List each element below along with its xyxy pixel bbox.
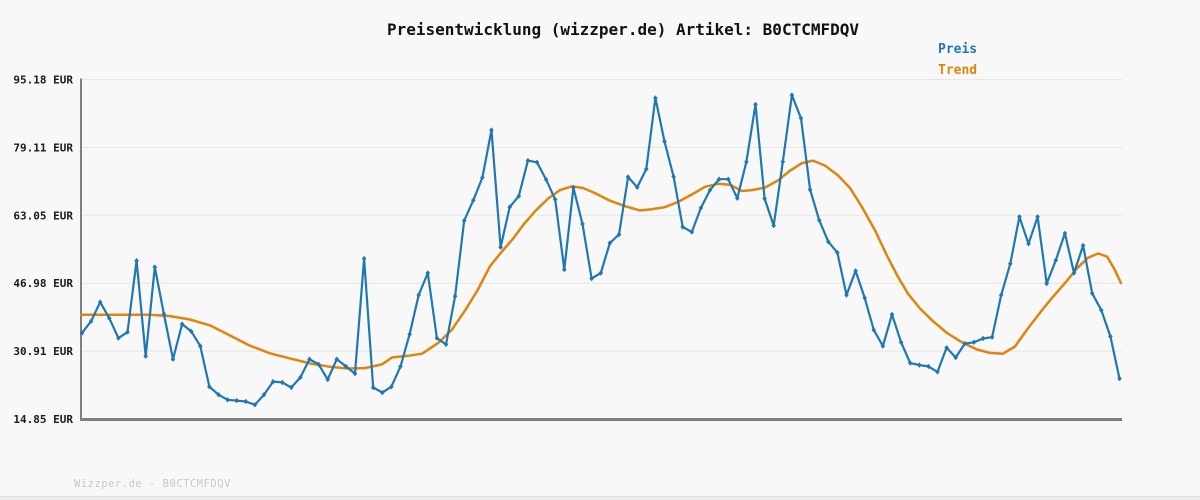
- legend-item-trend: Trend: [938, 63, 978, 78]
- window-bottom-edge: [0, 496, 1200, 500]
- price-line: [81, 94, 1121, 406]
- legend-item-preis: Preis: [938, 42, 978, 57]
- trend-line: [79, 159, 1123, 370]
- price-markers: [79, 92, 1122, 408]
- y-tick-label: 46.98 EUR: [13, 277, 73, 290]
- legend: Preis Trend: [938, 39, 977, 81]
- y-tick-label: 63.05 EUR: [13, 209, 73, 222]
- y-tick-label: 30.91 EUR: [13, 345, 73, 358]
- y-tick-label: 79.11 EUR: [13, 141, 73, 154]
- watermark: Wizzper.de - B0CTCMFDQV: [74, 478, 231, 490]
- y-tick-label: 14.85 EUR: [13, 413, 73, 426]
- y-tick-label: 95.18 EUR: [13, 74, 73, 87]
- page-title: Preisentwicklung (wizzper.de) Artikel: B…: [386, 20, 860, 39]
